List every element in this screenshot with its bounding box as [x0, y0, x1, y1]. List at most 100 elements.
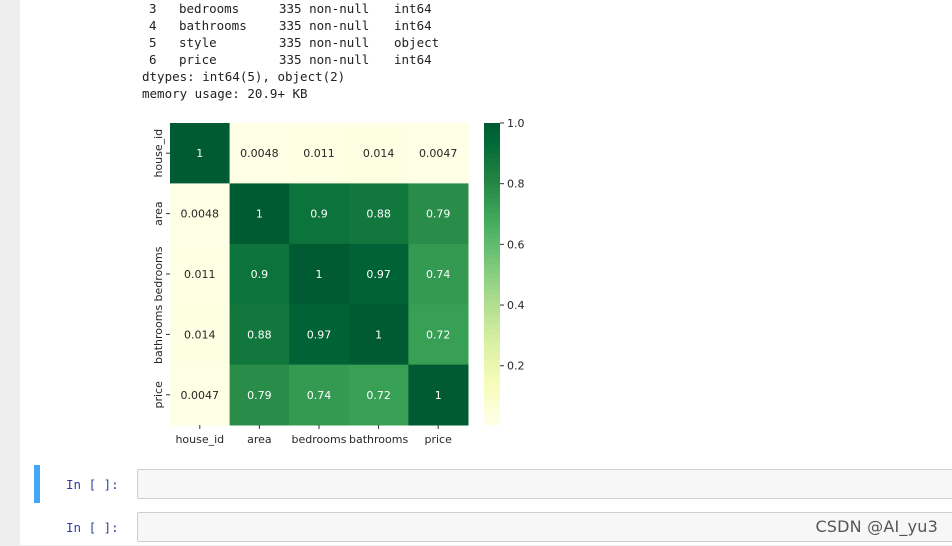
colorbar-segment: [484, 409, 500, 416]
heatmap-cell: [289, 364, 350, 426]
cell-annotation: 0.014: [363, 147, 395, 160]
cell-annotation: 0.011: [303, 147, 335, 160]
colorbar-segment: [484, 128, 500, 134]
colorbar-segment: [484, 344, 500, 351]
colorbar-segment: [484, 339, 500, 346]
colorbar-segment: [484, 203, 500, 210]
x-tick-label: bedrooms: [292, 433, 347, 446]
heatmap-cell: [289, 183, 350, 245]
colorbar-segment: [484, 188, 500, 195]
heatmap-cell: [229, 304, 290, 366]
code-cell[interactable]: In [ ]:: [20, 508, 952, 546]
colorbar-segment: [484, 193, 500, 200]
code-input[interactable]: [137, 512, 952, 542]
x-tick-label: house_id: [175, 433, 224, 446]
heatmap-cell: [408, 123, 469, 184]
colorbar-segment: [484, 163, 500, 169]
colorbar-segment: [484, 369, 500, 376]
heatmap-cell: [170, 364, 231, 426]
cell-annotation: 0.88: [366, 208, 391, 221]
y-tick-label: area: [152, 201, 165, 226]
selected-cell-indicator: [34, 465, 40, 503]
heatmap-cell: [229, 364, 290, 426]
cell-annotation: 0.72: [426, 328, 451, 341]
heatmap-cell: [408, 364, 469, 426]
colorbar-segment: [484, 178, 500, 184]
cell-annotation: 1: [316, 268, 323, 281]
colorbar-segment: [484, 158, 500, 164]
colorbar-segment: [484, 349, 500, 356]
colorbar-segment: [484, 299, 500, 305]
heatmap-cell: [348, 364, 409, 426]
cell-annotation: 0.74: [426, 268, 451, 281]
colorbar-segment: [484, 414, 500, 421]
heatmap-cell: [348, 304, 409, 366]
colorbar-segment: [484, 364, 500, 371]
colorbar-segment: [484, 238, 500, 245]
cell-prompt: In [ ]:: [66, 519, 119, 535]
colorbar-segment: [484, 223, 500, 230]
cell-annotation: 0.0048: [240, 147, 279, 160]
dtypes-line: dtypes: int64(5), object(2): [142, 69, 346, 84]
cell-annotation: 0.011: [184, 268, 216, 281]
colorbar-segment: [484, 324, 500, 330]
heatmap-cell: [289, 243, 350, 305]
colorbar-segment: [484, 228, 500, 235]
colorbar-tick-label: 1.0: [507, 117, 525, 130]
colorbar-segment: [484, 173, 500, 179]
colorbar-tick-label: 0.6: [507, 238, 525, 251]
heatmap-cell: [170, 304, 231, 366]
colorbar-segment: [484, 263, 500, 270]
cell-annotation: 0.9: [310, 208, 328, 221]
colorbar-segment: [484, 168, 500, 174]
colorbar-segment: [484, 289, 500, 295]
heatmap-cell: [348, 123, 409, 184]
cell-annotation: 0.0048: [181, 208, 220, 221]
info-row: 6 price 335 non-null int64: [149, 52, 432, 67]
colorbar-segment: [484, 389, 500, 396]
heatmap-cell: [229, 243, 290, 305]
colorbar-segment: [484, 218, 500, 225]
colorbar-tick-label: 0.8: [507, 178, 525, 191]
colorbar-segment: [484, 309, 500, 315]
heatmap-cell: [348, 243, 409, 305]
colorbar-segment: [484, 183, 500, 190]
y-tick-label: house_id: [152, 129, 165, 178]
x-tick-label: bathrooms: [349, 433, 408, 446]
colorbar-segment: [484, 279, 500, 285]
heatmap-cell: [408, 183, 469, 245]
cell-annotation: 0.72: [366, 389, 391, 402]
colorbar-segment: [484, 198, 500, 205]
cell-annotation: 0.97: [307, 328, 332, 341]
cell-annotation: 0.97: [366, 268, 391, 281]
code-cell-selected[interactable]: In [ ]:: [20, 465, 952, 503]
colorbar-segment: [484, 399, 500, 406]
colorbar-segment: [484, 138, 500, 144]
cell-annotation: 0.74: [307, 389, 332, 402]
cell-annotation: 0.9: [251, 268, 269, 281]
colorbar-segment: [484, 284, 500, 290]
heatmap-cell: [229, 183, 290, 245]
y-tick-label: bathrooms: [152, 305, 165, 364]
colorbar-segment: [484, 394, 500, 401]
cell-prompt: In [ ]:: [66, 476, 119, 492]
info-row: 5 style 335 non-null object: [149, 35, 440, 50]
colorbar-segment: [484, 334, 500, 341]
colorbar-segment: [484, 379, 500, 386]
colorbar-segment: [484, 419, 500, 426]
colorbar-segment: [484, 153, 500, 159]
colorbar-segment: [484, 384, 500, 391]
correlation-heatmap: 1 0.0048 0.011 0.014 0.0047 0.0048 1 0.9 0.88 0.7…: [152, 117, 525, 446]
cell-annotation: 0.0047: [419, 147, 458, 160]
colorbar-segment: [484, 243, 500, 250]
cell-annotation: 1: [375, 328, 382, 341]
notebook-page: 3 bedrooms 335 non-null int64 4 bathroom…: [20, 0, 952, 545]
colorbar-segment: [484, 258, 500, 265]
code-input[interactable]: [137, 469, 952, 499]
colorbar-segment: [484, 213, 500, 220]
y-tick-label: bedrooms: [152, 246, 165, 301]
heatmap-cell: [348, 183, 409, 245]
x-tick-label: price: [425, 433, 453, 446]
heatmap-cell: [289, 123, 350, 184]
colorbar-segment: [484, 133, 500, 139]
